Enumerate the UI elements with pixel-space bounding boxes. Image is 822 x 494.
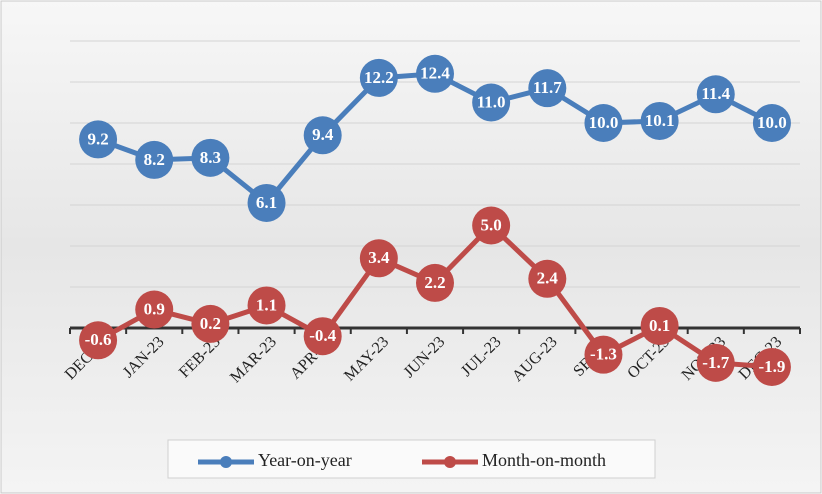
data-point [303,317,342,356]
data-label: 5.0 [481,215,502,234]
data-label: 12.4 [420,64,450,83]
data-point [303,116,342,155]
data-label: 3.4 [368,248,390,267]
data-point [472,83,511,122]
data-label: 11.0 [477,92,506,111]
data-label: 2.2 [424,273,445,292]
data-label: 0.9 [144,299,165,318]
data-label: 1.1 [256,295,277,314]
data-point [191,138,230,177]
data-label: 9.4 [312,125,334,144]
data-label: 8.2 [144,150,165,169]
data-point [416,263,454,302]
data-point [359,58,398,97]
data-point [528,259,567,298]
data-point [79,321,118,360]
data-label: 9.2 [87,129,108,148]
data-label: 11.4 [701,84,730,103]
data-point [472,206,511,245]
data-label: -1.9 [758,357,785,376]
data-point [359,239,398,278]
data-point [416,54,454,93]
data-point [584,335,623,374]
data-label: 12.2 [364,68,394,87]
data-point [584,104,623,142]
data-point [752,347,791,386]
data-point [247,286,286,325]
legend-label: Month-on-month [482,450,606,470]
data-label: 11.7 [533,78,562,97]
data-label: -1.3 [590,345,617,364]
data-point [79,120,118,159]
data-label: -0.6 [85,330,112,349]
data-point [135,140,174,179]
data-point [752,104,791,142]
data-label: 10.1 [645,111,675,130]
data-point [696,343,735,382]
data-point [191,304,230,343]
data-point [247,183,286,222]
legend-marker [444,456,456,468]
data-label: 10.0 [757,113,787,132]
data-label: -1.7 [702,353,729,372]
data-point [640,306,679,345]
data-label: 0.1 [649,316,670,335]
data-label: 6.1 [256,193,277,212]
data-label: 2.4 [537,269,559,288]
data-point [640,101,679,140]
data-point [528,69,567,108]
data-point [135,290,174,329]
legend-label: Year-on-year [258,450,352,470]
data-label: 10.0 [589,113,619,132]
data-label: 8.3 [200,148,221,167]
legend-marker [220,456,232,468]
data-label: 0.2 [200,314,221,333]
legend-box [167,439,656,479]
data-point [696,75,735,114]
data-label: -0.4 [309,326,336,345]
